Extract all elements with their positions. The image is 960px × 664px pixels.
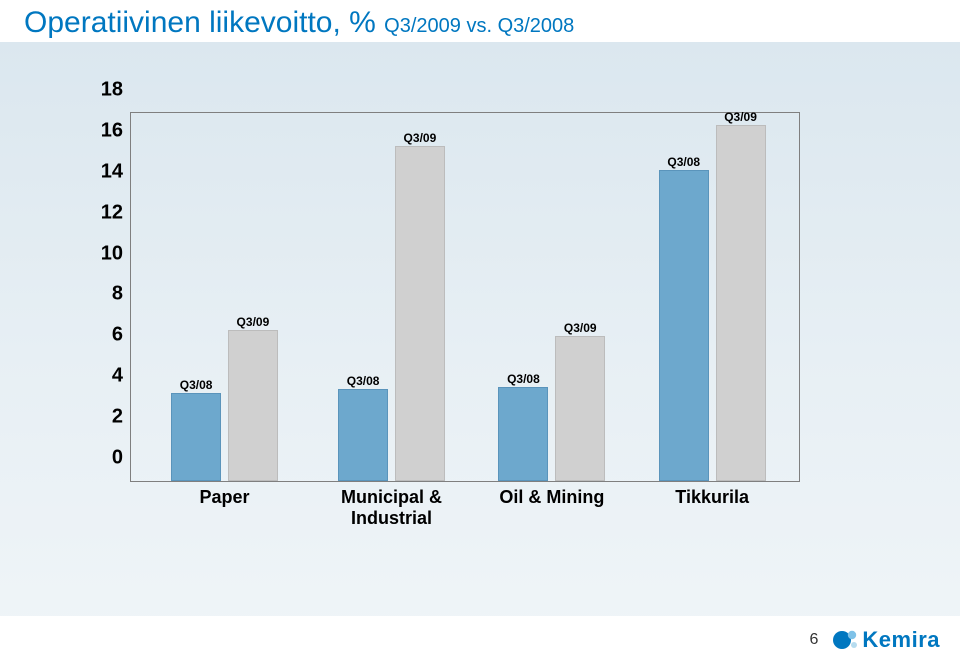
x-category: Paper <box>200 481 250 508</box>
bar: Q3/08 <box>171 393 221 481</box>
slide-body: 0 2 4 6 8 10 12 14 16 18 Paper Municipal & Industri… <box>0 42 960 664</box>
logo-mark-icon <box>832 626 860 654</box>
bar: Q3/09 <box>228 330 278 481</box>
bar-label: Q3/08 <box>180 378 213 392</box>
y-tick: 12 <box>101 201 131 224</box>
bar: Q3/09 <box>555 336 605 481</box>
bar-label: Q3/09 <box>724 110 757 124</box>
bar-label: Q3/09 <box>564 321 597 335</box>
y-tick: 2 <box>112 406 131 429</box>
logo: Kemira <box>832 626 940 654</box>
title-sub: Q3/2009 vs. Q3/2008 <box>384 15 574 37</box>
y-tick: 16 <box>101 119 131 142</box>
title-main: Operatiivinen liikevoitto, % <box>24 6 384 39</box>
chart-plot: 024681012141618PaperMunicipal & Industri… <box>130 112 800 482</box>
title-bar: Operatiivinen liikevoitto, % Q3/2009 vs.… <box>0 0 960 42</box>
y-tick: 14 <box>101 160 131 183</box>
page-number: 6 <box>810 631 819 649</box>
bar-label: Q3/09 <box>237 315 270 329</box>
x-category: Municipal & Industrial <box>341 481 442 528</box>
chart: 024681012141618PaperMunicipal & Industri… <box>80 112 800 512</box>
bar-label: Q3/09 <box>404 131 437 145</box>
y-tick: 18 <box>101 79 131 102</box>
x-category: Oil & Mining <box>499 481 604 508</box>
bar-label: Q3/08 <box>347 374 380 388</box>
bar: Q3/08 <box>498 387 548 481</box>
footer: 6 Kemira <box>0 616 960 664</box>
logo-text: Kemira <box>862 627 940 653</box>
y-tick: 0 <box>112 447 131 470</box>
y-tick: 6 <box>112 324 131 347</box>
bar: Q3/09 <box>395 146 445 481</box>
bar-label: Q3/08 <box>667 155 700 169</box>
y-tick: 8 <box>112 283 131 306</box>
y-tick: 4 <box>112 365 131 388</box>
bar: Q3/08 <box>338 389 388 481</box>
bar: Q3/08 <box>659 170 709 481</box>
y-tick: 10 <box>101 242 131 265</box>
bar-label: Q3/08 <box>507 372 540 386</box>
bar: Q3/09 <box>716 125 766 481</box>
x-category: Tikkurila <box>675 481 749 508</box>
